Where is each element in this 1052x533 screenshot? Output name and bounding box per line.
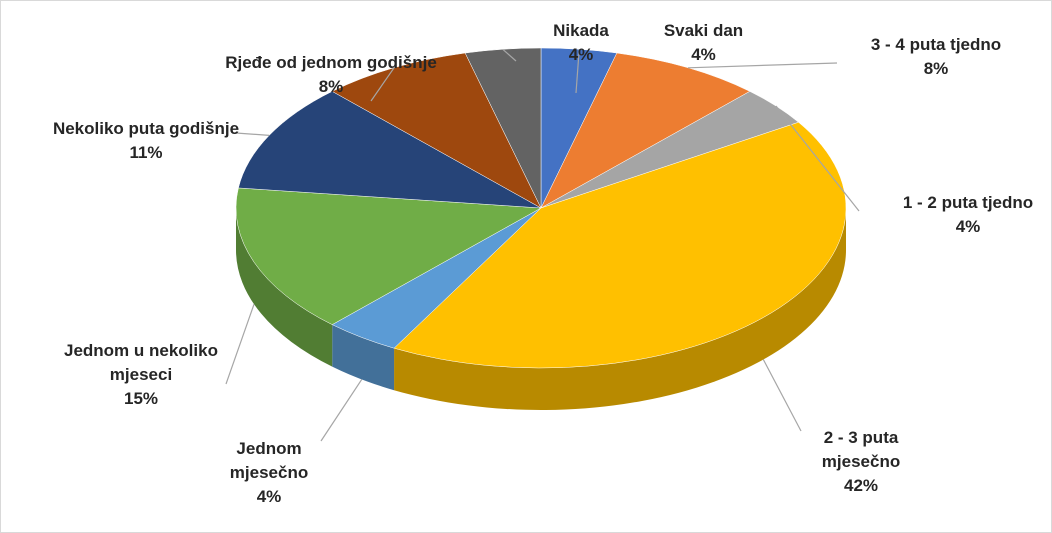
leader-line	[225, 303, 255, 385]
slice	[393, 121, 847, 369]
data-label: 3 - 4 puta tjedno 8%	[861, 33, 1011, 81]
data-label: 2 - 3 puta mjesečno 42%	[791, 426, 931, 498]
label-category: 2 - 3 puta mjesečno	[821, 428, 901, 471]
leader-line	[370, 67, 395, 102]
label-category: 1 - 2 puta tjedno	[902, 193, 1034, 212]
data-label: Svaki dan 4%	[641, 19, 766, 67]
label-category: Nikada	[553, 21, 609, 40]
slice-side	[236, 208, 333, 367]
leader-line	[687, 62, 838, 69]
data-label: 1 - 2 puta tjedno 4%	[863, 191, 1051, 239]
label-category: Rjeđe od jednom godišnje	[225, 53, 437, 72]
label-value: 8%	[318, 77, 344, 96]
slice	[238, 91, 542, 209]
leader-line	[762, 359, 802, 432]
label-value: 4%	[691, 45, 716, 64]
label-category: Jednom mjesečno	[229, 439, 309, 482]
leader-line	[320, 379, 363, 442]
slice-side	[332, 324, 395, 391]
label-value: 42%	[843, 476, 879, 495]
label-value: 4%	[568, 45, 594, 64]
leader-line	[235, 132, 270, 136]
data-label: Rjeđe od jednom godišnje 8%	[181, 51, 481, 99]
label-category: Svaki dan	[663, 21, 744, 40]
label-category: 3 - 4 puta tjedno	[870, 35, 1002, 54]
leader-line	[575, 49, 580, 94]
data-label: Nekoliko puta godišnje 11%	[41, 117, 251, 165]
label-value: 8%	[923, 59, 949, 78]
data-label: Nikada 4%	[521, 19, 641, 67]
label-category: Jednom u nekoliko mjeseci	[64, 341, 218, 384]
label-value: 15%	[123, 389, 159, 408]
data-label: Jednom u nekoliko mjeseci 15%	[41, 339, 241, 411]
leader-line	[775, 105, 860, 212]
slice	[235, 187, 542, 325]
slice	[540, 52, 751, 209]
slice-side	[394, 208, 846, 410]
label-value: 4%	[256, 487, 282, 506]
leader-line	[502, 48, 517, 62]
data-label: Jednom mjesečno 4%	[201, 437, 337, 509]
label-value: 11%	[129, 143, 163, 162]
label-category: Nekoliko puta godišnje	[52, 119, 240, 138]
label-value: 4%	[955, 217, 981, 236]
